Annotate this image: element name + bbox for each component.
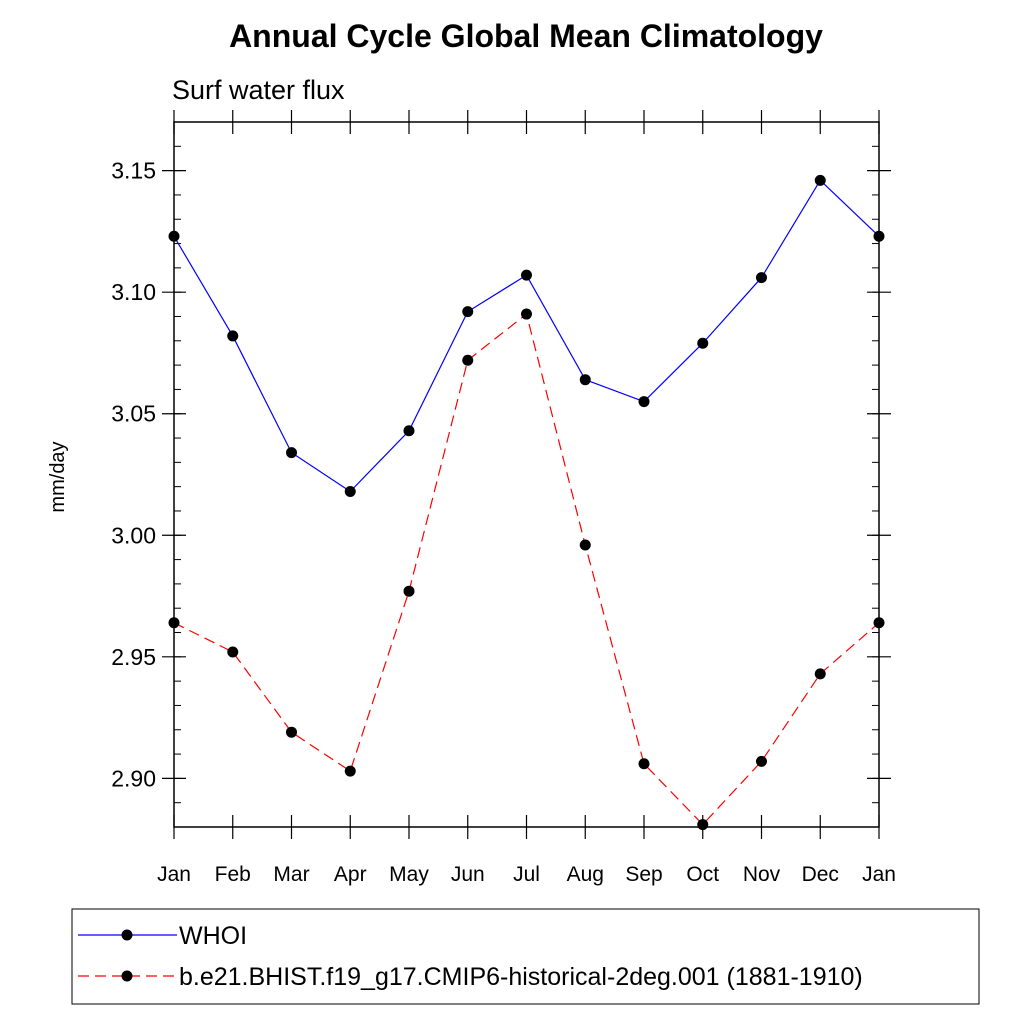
y-tick-label: 2.95 [111, 644, 156, 670]
y-tick-label: 3.05 [111, 401, 156, 427]
data-point [168, 617, 180, 629]
data-point [344, 765, 356, 777]
x-tick-label: May [389, 863, 429, 886]
data-point [462, 354, 474, 366]
data-point [697, 337, 709, 349]
data-point [579, 539, 591, 551]
data-point [579, 374, 591, 386]
data-point [521, 308, 532, 320]
data-point [814, 174, 826, 186]
series-layer [168, 174, 885, 831]
data-point [756, 755, 767, 767]
legend-label: b.e21.BHIST.f19_g17.CMIP6-historical-2de… [179, 963, 863, 991]
x-tick-labels: Jan Feb Mar Apr May Jun Jul Aug Sep Oct Nov Dec Jan [157, 863, 896, 886]
x-tick-label: Jun [451, 863, 485, 886]
data-point [873, 617, 885, 629]
plot-frame [173, 121, 880, 828]
y-tick-label: 2.90 [111, 765, 156, 791]
x-tick-label: Jan [157, 863, 191, 886]
chart-subtitle: Surf water flux [172, 75, 345, 105]
y-tick-label: 3.00 [111, 522, 156, 548]
data-point [286, 726, 297, 738]
data-point [403, 425, 415, 437]
data-point [403, 585, 415, 597]
data-point [227, 646, 239, 658]
x-tick-label: Feb [215, 863, 251, 886]
data-point [873, 230, 885, 242]
data-point [462, 306, 474, 318]
x-tick-label: Dec [802, 863, 839, 886]
axis-ticks [162, 110, 891, 839]
legend-marker [121, 929, 133, 941]
data-point [521, 269, 532, 281]
data-point [168, 230, 180, 242]
data-point [227, 330, 239, 342]
legend: WHOI b.e21.BHIST.f19_g17.CMIP6-historical… [78, 922, 863, 991]
x-tick-label: Sep [625, 863, 662, 886]
data-point [756, 272, 767, 284]
x-tick-label: Apr [334, 863, 367, 886]
data-point [814, 668, 826, 680]
x-tick-label: Oct [686, 863, 719, 886]
data-point [344, 486, 356, 498]
legend-marker [121, 970, 133, 982]
data-point [638, 758, 650, 770]
x-tick-label: Aug [567, 863, 604, 886]
legend-label: WHOI [179, 922, 247, 950]
y-axis-label: mm/day [47, 441, 69, 512]
series-line [173, 313, 880, 826]
y-tick-label: 3.10 [111, 279, 156, 305]
x-tick-label: Nov [743, 863, 781, 886]
y-tick-label: 3.15 [111, 158, 156, 184]
y-tick-labels: 2.90 2.95 3.00 3.05 3.10 3.15 [111, 158, 156, 792]
x-tick-label: Jan [862, 863, 896, 886]
chart-title: Annual Cycle Global Mean Climatology [229, 18, 823, 54]
data-point [697, 819, 709, 831]
data-point [638, 396, 650, 408]
legend-box [71, 908, 980, 1005]
x-tick-label: Jul [513, 863, 540, 886]
x-tick-label: Mar [273, 863, 309, 886]
series-line [173, 179, 880, 493]
data-point [286, 447, 297, 459]
